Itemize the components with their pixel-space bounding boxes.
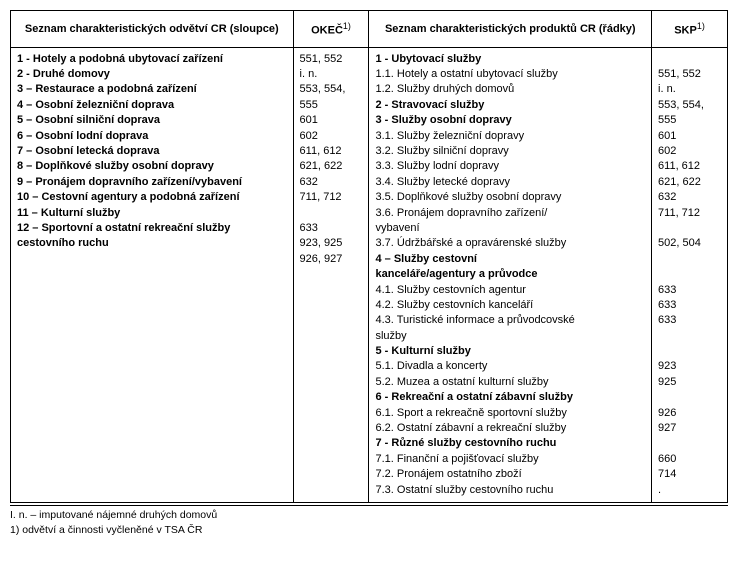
- table-row-code: 553, 554,: [300, 82, 363, 97]
- table-row-code: 633: [300, 221, 363, 236]
- table-row-label: 5.2. Muzea a ostatní kulturní služby: [375, 375, 645, 390]
- table-row-code: 711, 712: [658, 206, 721, 221]
- table-row-code: [658, 344, 721, 359]
- skp-cell: 551, 552i. n.553, 554,555601602611, 6126…: [652, 47, 728, 502]
- table-row-code: 660: [658, 452, 721, 467]
- table-row-code: 923: [658, 359, 721, 374]
- table-row-code: i. n.: [658, 82, 721, 97]
- table-row-code: 926: [658, 406, 721, 421]
- table-row-code: .: [658, 483, 721, 498]
- header-products: Seznam charakteristických produktů CR (ř…: [369, 11, 652, 48]
- table-row-code: 611, 612: [300, 144, 363, 159]
- table-row-code: [658, 436, 721, 451]
- table-row-label: 4.2. Služby cestovních kanceláří: [375, 298, 645, 313]
- industries-cell: 1 - Hotely a podobná ubytovací zařízení2…: [11, 47, 294, 502]
- table-row-code: [658, 267, 721, 282]
- table-row-code: 632: [300, 175, 363, 190]
- table-row-label: 6 - Rekreační a ostatní zábavní služby: [375, 390, 645, 405]
- table-row-label: 5.1. Divadla a koncerty: [375, 359, 645, 374]
- table-row-code: 927: [658, 421, 721, 436]
- table-row-label: 2 - Stravovací služby: [375, 98, 645, 113]
- table-row-code: 711, 712: [300, 190, 363, 205]
- table-row-label: 9 – Pronájem dopravního zařízení/vybaven…: [17, 175, 287, 190]
- table-row-label: 7.1. Finanční a pojišťovací služby: [375, 452, 645, 467]
- table-row-label: 3.6. Pronájem dopravního zařízení/: [375, 206, 645, 221]
- table-row-label: 3 - Služby osobní dopravy: [375, 113, 645, 128]
- table-row-label: 3.1. Služby železniční dopravy: [375, 129, 645, 144]
- table-row-code: 714: [658, 467, 721, 482]
- table-row-label: 3 – Restaurace a podobná zařízení: [17, 82, 287, 97]
- header-skp: SKP1): [652, 11, 728, 48]
- table-row-label: 3.3. Služby lodní dopravy: [375, 159, 645, 174]
- table-row-code: 923, 925: [300, 236, 363, 251]
- table-row-label: 4.1. Služby cestovních agentur: [375, 283, 645, 298]
- table-row-code: [658, 252, 721, 267]
- table-row-label: 7 - Různé služby cestovního ruchu: [375, 436, 645, 451]
- table-row-label: 3.4. Služby letecké dopravy: [375, 175, 645, 190]
- table-row-label: 1 - Hotely a podobná ubytovací zařízení: [17, 52, 287, 67]
- table-row-code: 551, 552: [300, 52, 363, 67]
- table-row-code: 621, 622: [300, 159, 363, 174]
- table-row-code: i. n.: [300, 67, 363, 82]
- table-row-code: 633: [658, 283, 721, 298]
- table-row-code: 632: [658, 190, 721, 205]
- footnote-line: I. n. – imputované nájemné druhých domov…: [10, 508, 728, 523]
- table-row-code: 633: [658, 298, 721, 313]
- table-row-code: 611, 612: [658, 159, 721, 174]
- table-row-label: 4 – Služby cestovní: [375, 252, 645, 267]
- table-row-code: [658, 329, 721, 344]
- table-row-label: cestovního ruchu: [17, 236, 287, 251]
- table-row-label: 5 – Osobní silniční doprava: [17, 113, 287, 128]
- table-row-label: služby: [375, 329, 645, 344]
- table-row-label: 3.5. Doplňkové služby osobní dopravy: [375, 190, 645, 205]
- table-row-label: 5 - Kulturní služby: [375, 344, 645, 359]
- table-row-code: 926, 927: [300, 252, 363, 267]
- table-row-label: 6.2. Ostatní zábavní a rekreační služby: [375, 421, 645, 436]
- table-row-label: kanceláře/agentury a průvodce: [375, 267, 645, 282]
- table-row-code: 621, 622: [658, 175, 721, 190]
- table-row-label: 12 – Sportovní a ostatní rekreační služb…: [17, 221, 287, 236]
- table-row-label: 11 – Kulturní služby: [17, 206, 287, 221]
- table-row-code: 602: [658, 144, 721, 159]
- header-industries: Seznam charakteristických odvětví CR (sl…: [11, 11, 294, 48]
- table-row-label: 3.2. Služby silniční dopravy: [375, 144, 645, 159]
- table-row-label: 3.7. Údržbářské a opravárenské služby: [375, 236, 645, 251]
- table-row-label: 7.3. Ostatní služby cestovního ruchu: [375, 483, 645, 498]
- table-row-code: 502, 504: [658, 236, 721, 251]
- table-row-label: vybavení: [375, 221, 645, 236]
- table-row-label: 4 – Osobní železniční doprava: [17, 98, 287, 113]
- table-row-label: 8 – Doplňkové služby osobní dopravy: [17, 159, 287, 174]
- table-row-code: [658, 390, 721, 405]
- classification-table: Seznam charakteristických odvětví CR (sl…: [10, 10, 728, 503]
- table-row-code: 602: [300, 129, 363, 144]
- table-row-code: 633: [658, 313, 721, 328]
- table-row-label: [17, 252, 287, 267]
- table-row-code: 553, 554,: [658, 98, 721, 113]
- table-row-label: 1.2. Služby druhých domovů: [375, 82, 645, 97]
- table-row-label: 7.2. Pronájem ostatního zboží: [375, 467, 645, 482]
- table-row-label: 1.1. Hotely a ostatní ubytovací služby: [375, 67, 645, 82]
- table-row-code: 601: [658, 129, 721, 144]
- footnote-line: 1) odvětví a činnosti vyčleněné v TSA ČR: [10, 523, 728, 538]
- table-row-label: 1 - Ubytovací služby: [375, 52, 645, 67]
- table-row-code: 555: [300, 98, 363, 113]
- header-okec: OKEČ1): [293, 11, 369, 48]
- table-row-code: 555: [658, 113, 721, 128]
- table-row-code: [658, 221, 721, 236]
- table-row-label: 7 – Osobní letecká doprava: [17, 144, 287, 159]
- footnotes: I. n. – imputované nájemné druhých domov…: [10, 505, 728, 537]
- table-row-label: 2 - Druhé domovy: [17, 67, 287, 82]
- okec-cell: 551, 552i. n.553, 554,555601602611, 6126…: [293, 47, 369, 502]
- table-row-code: [300, 206, 363, 221]
- products-cell: 1 - Ubytovací služby1.1. Hotely a ostatn…: [369, 47, 652, 502]
- table-row-code: 925: [658, 375, 721, 390]
- table-row-label: 4.3. Turistické informace a průvodcovské: [375, 313, 645, 328]
- table-row-label: 6.1. Sport a rekreačně sportovní služby: [375, 406, 645, 421]
- table-row-code: 551, 552: [658, 67, 721, 82]
- table-row-code: 601: [300, 113, 363, 128]
- table-row-label: 10 – Cestovní agentury a podobná zařízen…: [17, 190, 287, 205]
- table-row-label: 6 – Osobní lodní doprava: [17, 129, 287, 144]
- table-row-code: [658, 52, 721, 67]
